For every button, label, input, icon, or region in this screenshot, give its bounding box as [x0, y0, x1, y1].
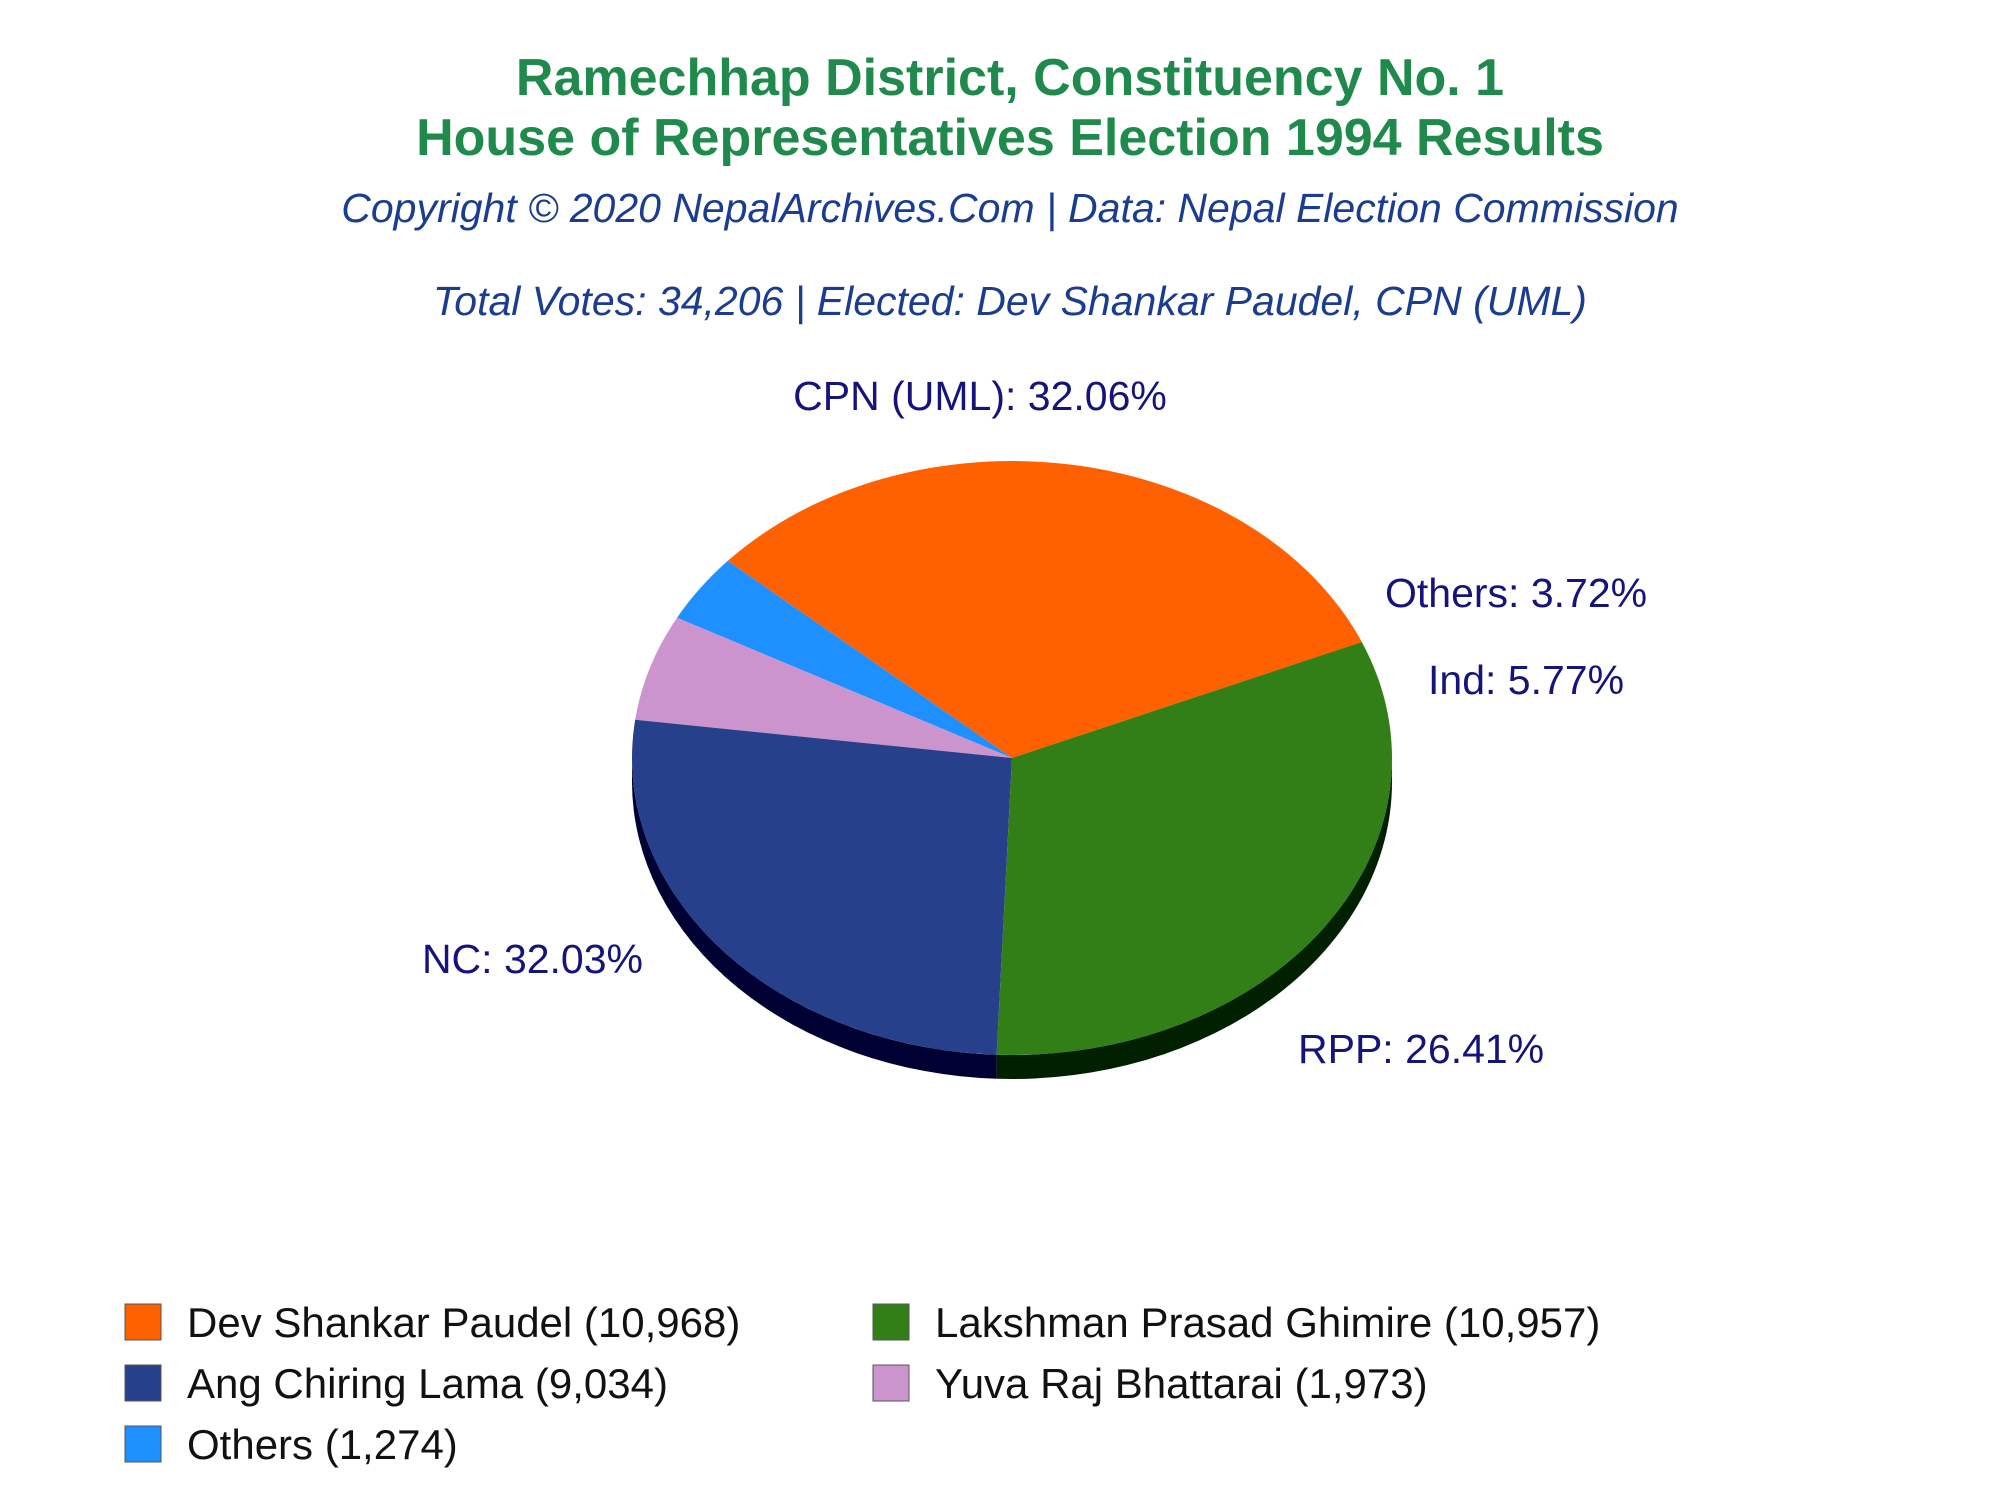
legend-swatch	[124, 1364, 162, 1402]
pie-sides	[632, 758, 1392, 1080]
pie-slice-cpn-uml-	[727, 460, 1362, 758]
legend-swatch	[872, 1364, 910, 1402]
legend-label: Dev Shankar Paudel (10,968)	[187, 1299, 740, 1346]
summary-line: Total Votes: 34,206 | Elected: Dev Shank…	[433, 278, 1587, 324]
pie-slice-rpp	[632, 719, 1012, 1055]
slice-label-cpn-uml-: CPN (UML): 32.06%	[793, 373, 1167, 419]
legend-label: Yuva Raj Bhattarai (1,973)	[935, 1360, 1428, 1407]
pie-slice-others	[677, 560, 1012, 758]
chart-title-line1: Ramechhap District, Constituency No. 1	[516, 49, 1504, 107]
legend-swatch	[872, 1303, 910, 1341]
slice-label-others: Others: 3.72%	[1385, 570, 1647, 616]
legend-swatch	[124, 1425, 162, 1463]
legend-label: Others (1,274)	[187, 1421, 458, 1468]
chart-title-line2: House of Representatives Election 1994 R…	[416, 109, 1604, 167]
slice-label-ind: Ind: 5.77%	[1428, 657, 1624, 703]
slice-label-nc: NC: 32.03%	[422, 936, 643, 982]
pie-labels: CPN (UML): 32.06% Others: 3.72% Ind: 5.77%…	[422, 373, 1647, 1072]
pie-top	[632, 460, 1392, 1056]
legend-swatch	[124, 1303, 162, 1341]
legend-label: Lakshman Prasad Ghimire (10,957)	[935, 1299, 1600, 1346]
slice-label-rpp: RPP: 26.41%	[1298, 1026, 1544, 1072]
chart-legend: Dev Shankar Paudel (10,968) Lakshman Pras…	[124, 1299, 1600, 1468]
pie-slice-ind	[635, 617, 1012, 758]
legend-label: Ang Chiring Lama (9,034)	[187, 1360, 668, 1407]
pie-side-rpp	[632, 758, 997, 1079]
pie-slice-nc	[996, 641, 1392, 1056]
copyright-line: Copyright © 2020 NepalArchives.Com | Dat…	[341, 185, 1679, 231]
